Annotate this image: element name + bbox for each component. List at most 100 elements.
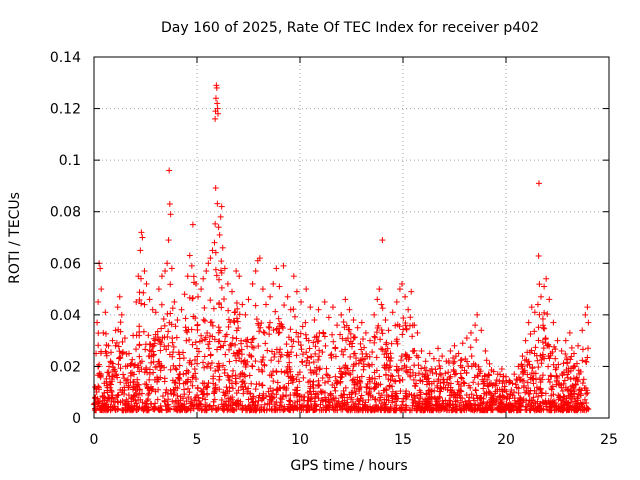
y-tick-label: 0.02: [50, 359, 81, 375]
data-point: [327, 402, 334, 409]
data-point: [489, 395, 496, 402]
data-point: [149, 343, 156, 350]
data-point: [363, 384, 370, 391]
data-point: [486, 360, 493, 367]
data-point: [535, 337, 542, 344]
data-point: [216, 301, 223, 308]
x-tick-label: 15: [394, 432, 412, 448]
data-point: [218, 284, 225, 291]
data-point: [379, 305, 386, 312]
data-point: [468, 391, 475, 398]
data-point: [221, 392, 228, 399]
data-point: [412, 372, 419, 379]
data-point: [210, 398, 217, 405]
data-point: [142, 346, 149, 353]
data-point: [127, 372, 134, 379]
data-point: [396, 377, 403, 384]
data-point: [252, 386, 259, 393]
data-point: [348, 394, 355, 401]
data-point: [473, 337, 480, 344]
data-point: [543, 400, 550, 407]
data-point: [550, 319, 557, 326]
data-point: [216, 231, 223, 238]
data-point: [513, 376, 520, 383]
data-point: [150, 342, 157, 349]
data-point: [354, 324, 361, 331]
data-point: [145, 391, 152, 398]
data-point: [492, 382, 499, 389]
data-point: [393, 338, 400, 345]
data-point: [324, 372, 331, 379]
data-point: [531, 309, 538, 316]
data-point: [161, 364, 168, 371]
data-point: [274, 386, 281, 393]
data-point: [152, 309, 159, 316]
data-point: [176, 362, 183, 369]
chart-title: Day 160 of 2025, Rate Of TEC Index for r…: [161, 20, 539, 36]
data-point: [214, 346, 221, 353]
data-point: [424, 372, 431, 379]
data-point: [417, 377, 424, 384]
data-point: [576, 403, 583, 410]
data-point: [312, 367, 319, 374]
data-point: [297, 342, 304, 349]
y-tick-label: 0.06: [50, 256, 81, 272]
data-point: [526, 349, 533, 356]
data-point: [346, 306, 353, 313]
data-point: [409, 333, 416, 340]
data-point: [567, 376, 574, 383]
data-point: [270, 280, 277, 287]
data-point: [496, 378, 503, 385]
data-point: [141, 268, 148, 275]
data-point: [355, 406, 362, 413]
plot-border: [93, 56, 610, 419]
data-point: [134, 376, 141, 383]
data-point: [222, 351, 229, 358]
data-point: [190, 313, 197, 320]
data-point: [307, 353, 314, 360]
data-point: [444, 400, 451, 407]
data-point: [329, 331, 336, 338]
data-point: [480, 407, 487, 414]
data-point: [227, 395, 234, 402]
data-point: [574, 378, 581, 385]
data-point: [306, 359, 313, 366]
data-point: [524, 379, 531, 386]
data-point: [516, 376, 523, 383]
data-point: [582, 358, 589, 365]
data-point: [334, 379, 341, 386]
data-point: [201, 353, 208, 360]
data-point: [517, 397, 524, 404]
data-point: [399, 331, 406, 338]
data-point: [344, 335, 351, 342]
data-point: [137, 247, 144, 254]
data-point: [496, 386, 503, 393]
data-point: [446, 407, 453, 414]
data-point: [195, 402, 202, 409]
data-point: [248, 380, 255, 387]
data-point: [159, 393, 166, 400]
data-point: [202, 334, 209, 341]
data-point: [123, 377, 130, 384]
data-point: [170, 343, 177, 350]
data-point: [575, 391, 582, 398]
data-point: [207, 297, 214, 304]
data-point: [564, 374, 571, 381]
data-point: [523, 388, 530, 395]
data-point: [269, 407, 276, 414]
data-point: [150, 335, 157, 342]
data-point: [168, 265, 175, 272]
data-point: [539, 339, 546, 346]
data-point: [303, 349, 310, 356]
data-point: [426, 406, 433, 413]
data-point: [109, 360, 116, 367]
data-point: [317, 388, 324, 395]
data-point: [140, 289, 147, 296]
data-point: [431, 394, 438, 401]
data-point: [270, 378, 277, 385]
data-point: [311, 317, 318, 324]
data-point: [211, 239, 218, 246]
data-point: [470, 379, 477, 386]
data-point: [165, 401, 172, 408]
data-point: [286, 406, 293, 413]
